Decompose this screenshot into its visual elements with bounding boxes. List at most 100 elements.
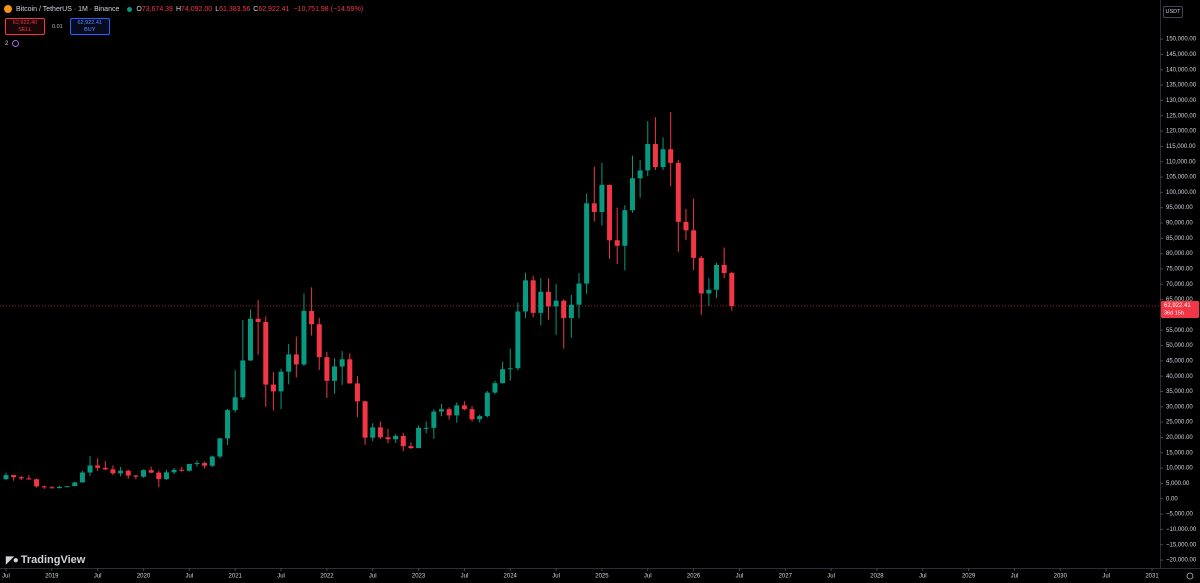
candle-body xyxy=(576,283,582,305)
y-tick-label: 145,000.00 xyxy=(1166,52,1197,58)
x-tick-label: 2030 xyxy=(1054,574,1068,580)
x-tick-label: 2028 xyxy=(870,574,884,580)
ohlc-value: 73,674.39 xyxy=(141,5,173,13)
symbol[interactable]: Bitcoin / TetherUS · 1M · Binance xyxy=(16,5,120,13)
y-tick-label: 25,000.00 xyxy=(1166,420,1193,426)
y-tick-label: 10,000.00 xyxy=(1166,466,1193,472)
candle-body xyxy=(286,354,292,372)
candle-body xyxy=(698,257,704,294)
candle-body xyxy=(385,437,391,440)
y-tick-label: 70,000.00 xyxy=(1166,282,1193,288)
candle-body xyxy=(721,264,727,273)
x-tick-label: Jul xyxy=(186,574,194,580)
x-tick-label: Jul xyxy=(552,574,560,580)
brand-name: TradingView xyxy=(20,554,86,566)
candle-body xyxy=(622,210,628,246)
y-tick-label: 30,000.00 xyxy=(1166,404,1193,410)
x-tick-label: 2023 xyxy=(412,574,426,580)
x-tick-label: 2022 xyxy=(320,574,334,580)
candle-body xyxy=(87,465,93,473)
candle-body xyxy=(469,409,475,420)
candle-body xyxy=(125,470,131,476)
candle-body xyxy=(683,221,689,231)
buy-label: BUY xyxy=(84,26,96,33)
market-status xyxy=(127,6,133,12)
candle-body xyxy=(41,486,47,488)
candle-body xyxy=(691,230,697,258)
x-tick-label: Jul xyxy=(2,574,10,580)
candle-body xyxy=(599,184,605,212)
x-tick-label: Jul xyxy=(94,574,102,580)
candle-body xyxy=(446,409,452,416)
y-tick-label: 45,000.00 xyxy=(1166,358,1193,364)
ohlc-key: O xyxy=(136,5,142,13)
candle-body xyxy=(492,383,498,393)
y-tick-label: 135,000.00 xyxy=(1166,83,1197,89)
x-tick-label: 2019 xyxy=(45,574,59,580)
x-tick-label: Jul xyxy=(919,574,927,580)
candle-body xyxy=(523,280,529,312)
candle-body xyxy=(561,300,567,319)
candle-body xyxy=(34,479,40,487)
ohlc-item: O73,674.39 xyxy=(136,6,173,13)
candle-body xyxy=(95,465,101,468)
candle-body xyxy=(72,482,78,487)
y-tick-label: 100,000.00 xyxy=(1166,190,1197,196)
countdown: 36d 15h xyxy=(1164,310,1184,316)
candle-body xyxy=(706,289,712,294)
candle-body xyxy=(316,324,322,358)
candle-body xyxy=(652,144,658,168)
x-tick-label: Jul xyxy=(1011,574,1019,580)
candle-body xyxy=(629,178,635,211)
candle-body xyxy=(400,435,406,447)
candle-body xyxy=(530,280,536,313)
ohlc-item: L61,383.56 xyxy=(215,6,250,13)
sell-button[interactable]: 62,922.40 SELL xyxy=(5,18,45,35)
candle-body xyxy=(515,311,521,369)
candle-body xyxy=(438,409,444,412)
candle-body xyxy=(591,203,597,212)
y-tick-label: 110,000.00 xyxy=(1166,159,1196,165)
sell-price: 62,922.40 xyxy=(12,20,38,26)
x-tick-label: Jul xyxy=(736,574,744,580)
candle-body xyxy=(461,405,467,410)
ohlc-item: C62,922.41 xyxy=(253,6,289,13)
x-tick-label: 2021 xyxy=(229,574,243,580)
candle-body xyxy=(477,416,483,420)
candle-body xyxy=(675,162,681,222)
candle-body xyxy=(171,469,177,473)
ohlc-key: H xyxy=(175,5,182,13)
candle-body xyxy=(309,310,315,325)
candle-body xyxy=(645,144,651,171)
candle-body xyxy=(545,291,551,307)
buy-button[interactable]: 62,922.41 BUY xyxy=(69,18,110,35)
candle-body xyxy=(247,318,253,361)
y-tick-label: 150,000.00 xyxy=(1166,37,1197,43)
candle-body xyxy=(56,486,62,489)
candle-body xyxy=(118,470,124,474)
y-tick-label: −10,000.00 xyxy=(1166,527,1197,533)
x-tick-label: Jul xyxy=(1102,574,1110,580)
x-tick-label: Jul xyxy=(644,574,652,580)
y-tick-label: 80,000.00 xyxy=(1166,251,1193,257)
candle-body xyxy=(507,368,513,370)
candle-body xyxy=(729,272,735,306)
candle-body xyxy=(270,384,276,392)
candle-body xyxy=(186,463,192,471)
candle-body xyxy=(637,170,643,179)
brand[interactable]: ◤● TradingView xyxy=(6,554,85,566)
y-tick-label: 125,000.00 xyxy=(1166,113,1197,119)
candle-body xyxy=(668,149,674,163)
indicators-toggle[interactable]: 2 xyxy=(5,40,20,47)
candle-body xyxy=(64,486,70,488)
spread: 0.01 xyxy=(52,23,63,30)
candle-body xyxy=(194,463,200,465)
currency-button[interactable]: USDT xyxy=(1163,6,1183,18)
trade-buttons: 62,922.40 SELL 0.01 62,922.41 BUY xyxy=(5,18,110,35)
y-tick-label: 75,000.00 xyxy=(1166,267,1193,273)
ohlc-key: C xyxy=(253,5,259,13)
y-tick-label: 55,000.00 xyxy=(1166,328,1193,334)
candle-body xyxy=(255,318,261,322)
candle-body xyxy=(377,427,383,438)
